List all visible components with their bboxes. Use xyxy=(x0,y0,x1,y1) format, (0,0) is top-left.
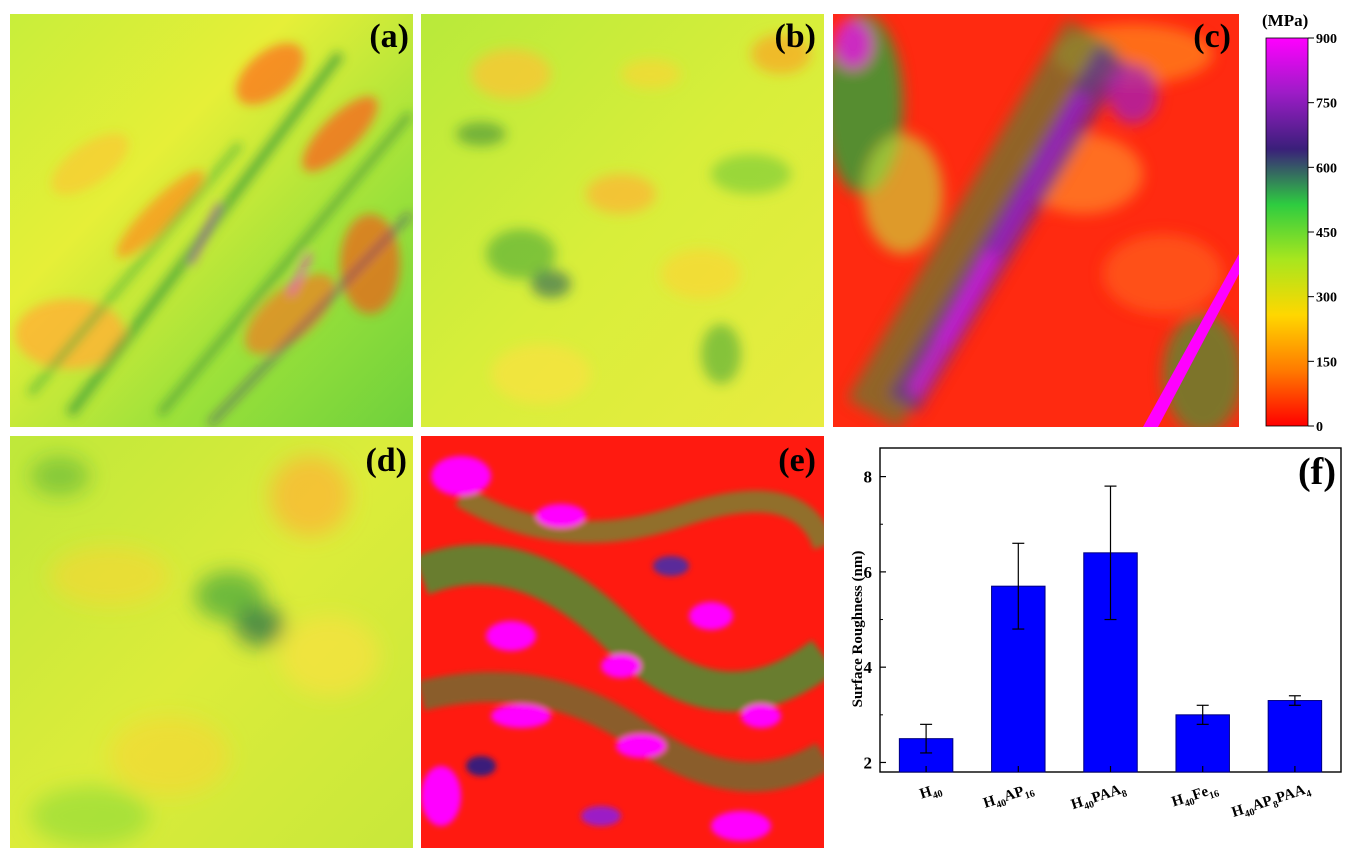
x-tick-label: H40 xyxy=(918,781,944,806)
modulus-map-b: (b) xyxy=(421,14,824,427)
modulus-map-a-image xyxy=(10,14,413,427)
x-tick-label: H40AP16 xyxy=(981,781,1036,815)
modulus-map-d: (d) xyxy=(10,436,413,848)
y-tick-label: 6 xyxy=(864,563,873,582)
panel-label-c: (c) xyxy=(1193,18,1231,55)
x-tick-label: H40Fe16 xyxy=(1170,781,1221,814)
x-tick-label: H40PAA8 xyxy=(1069,781,1129,816)
y-tick-label: 2 xyxy=(864,753,873,772)
modulus-map-c: (c) xyxy=(833,14,1239,427)
bar xyxy=(1267,700,1323,773)
y-tick-label: 8 xyxy=(864,468,873,487)
color-scale-tick-label: 750 xyxy=(1316,97,1337,112)
panel-label-a: (a) xyxy=(369,18,409,55)
color-scale-tick-label: 0 xyxy=(1316,420,1323,432)
modulus-map-d-image xyxy=(10,436,413,848)
panel-label-d: (d) xyxy=(365,442,407,479)
color-scale-tick-label: 600 xyxy=(1316,161,1337,176)
panel-label-f: (f) xyxy=(1298,451,1336,493)
panel-label-e: (e) xyxy=(778,442,816,479)
y-tick-label: 4 xyxy=(864,658,873,677)
color-scale-tick-label: 300 xyxy=(1316,291,1337,306)
modulus-map-b-image xyxy=(421,14,824,427)
color-scale-tick-label: 900 xyxy=(1316,32,1337,47)
surface-roughness-chart: 2 4 6 8 H40 H40AP16 H40PAA8 H40Fe16 H40AP8PAA4 S… xyxy=(850,447,1342,824)
color-scale-tick-label: 450 xyxy=(1316,226,1337,241)
y-axis-label: Surface Roughness (nm) xyxy=(850,551,866,708)
x-tick-label: H40AP8PAA4 xyxy=(1230,781,1313,824)
modulus-map-c-image xyxy=(833,14,1239,427)
color-scale-unit: (MPa) xyxy=(1262,12,1308,30)
modulus-map-a: (a) xyxy=(10,14,413,427)
modulus-map-e: (e) xyxy=(421,436,824,848)
color-scale-bar xyxy=(1265,37,1309,427)
modulus-map-e-image xyxy=(421,436,824,848)
modulus-color-scale: (MPa) 0 150 300 450 600 750 900 xyxy=(1262,12,1337,432)
color-scale-tick-label: 150 xyxy=(1316,355,1337,370)
panel-label-b: (b) xyxy=(774,18,816,55)
